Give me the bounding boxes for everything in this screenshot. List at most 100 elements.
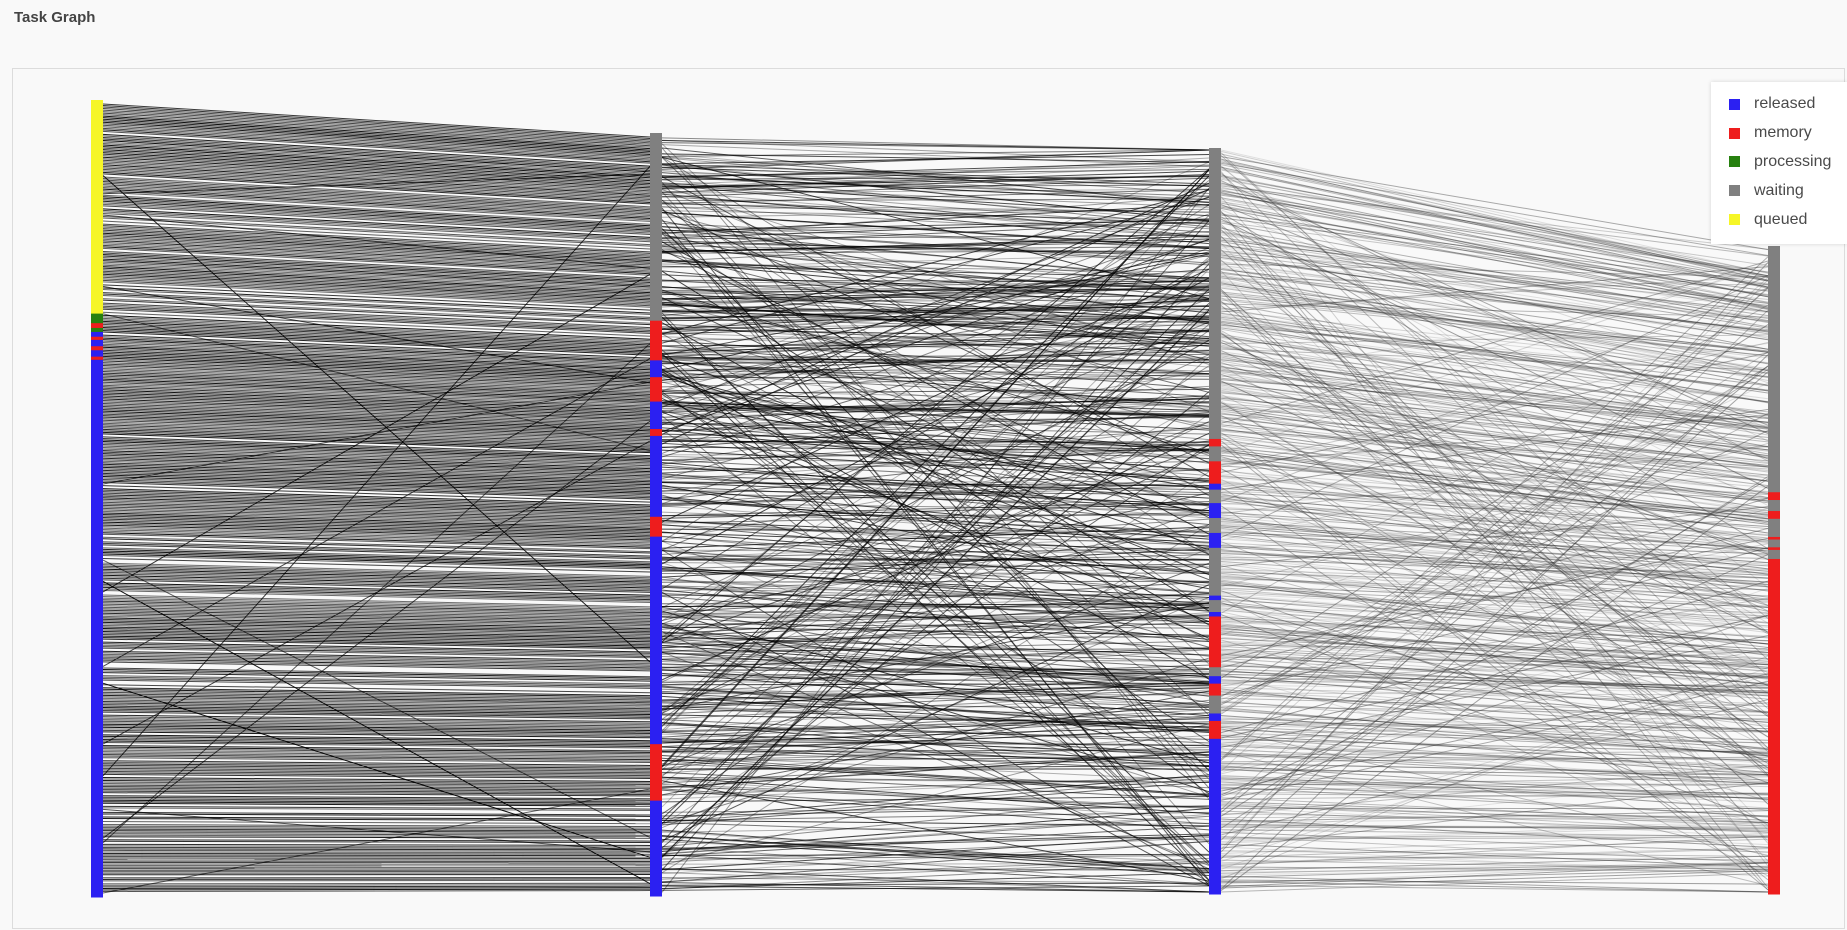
edge [102, 111, 651, 145]
edge [102, 267, 651, 295]
edge [102, 308, 651, 334]
segment-waiting[interactable] [1209, 695, 1221, 714]
segment-released[interactable] [650, 800, 662, 897]
edge [102, 769, 651, 775]
segment-released[interactable] [1209, 483, 1221, 491]
edge [102, 380, 651, 403]
segment-memory[interactable] [650, 377, 662, 403]
edge [102, 203, 651, 234]
edge [661, 728, 1210, 753]
segment-memory[interactable] [91, 323, 103, 329]
segment-memory[interactable] [1768, 536, 1780, 541]
edge [1220, 664, 1769, 694]
segment-released[interactable] [1209, 738, 1221, 895]
edge [102, 173, 651, 205]
edge [1220, 468, 1769, 764]
segment-memory[interactable] [1209, 683, 1221, 697]
edge [1220, 353, 1769, 428]
segment-waiting[interactable] [1768, 500, 1780, 512]
segment-released[interactable] [1209, 676, 1221, 685]
segment-memory[interactable] [1209, 720, 1221, 740]
segment-processing[interactable] [91, 313, 103, 324]
segment-released[interactable] [650, 360, 662, 378]
segment-released[interactable] [1209, 595, 1221, 601]
edge [1220, 521, 1769, 552]
edge [1220, 283, 1769, 353]
edge [102, 311, 651, 337]
segment-memory[interactable] [1768, 547, 1780, 551]
edge [1220, 826, 1769, 829]
edge [1220, 429, 1769, 468]
segment-waiting[interactable] [1209, 489, 1221, 504]
edge [102, 854, 651, 857]
segment-released[interactable] [1209, 532, 1221, 549]
segment-memory[interactable] [650, 744, 662, 802]
segment-waiting[interactable] [1768, 549, 1780, 560]
edge [661, 757, 1210, 796]
edge [102, 352, 651, 377]
segment-memory[interactable] [1209, 616, 1221, 668]
edge [1220, 452, 1769, 519]
edge [661, 195, 1210, 238]
segment-memory[interactable] [91, 356, 103, 361]
edge [102, 447, 651, 467]
segment-waiting[interactable] [1209, 547, 1221, 597]
edge [102, 383, 651, 406]
edge [1220, 620, 1769, 642]
segment-released[interactable] [650, 536, 662, 745]
edge [661, 855, 1210, 860]
edge [1220, 733, 1769, 744]
edge [1220, 756, 1769, 763]
segment-released[interactable] [650, 435, 662, 518]
segment-memory[interactable] [1768, 558, 1780, 895]
edge [1220, 336, 1769, 416]
segment-waiting[interactable] [1768, 539, 1780, 548]
segment-waiting[interactable] [1209, 446, 1221, 462]
segment-released[interactable] [91, 339, 103, 347]
segment-waiting[interactable] [1768, 518, 1780, 538]
segment-processing[interactable] [91, 327, 103, 333]
edge [102, 263, 651, 291]
segment-memory[interactable] [650, 320, 662, 361]
edge [661, 175, 1210, 727]
segment-queued[interactable] [91, 100, 103, 315]
segment-released[interactable] [91, 359, 103, 898]
edge [661, 524, 1210, 546]
segment-waiting[interactable] [1209, 518, 1221, 534]
page-title: Task Graph [14, 9, 96, 26]
segment-waiting[interactable] [1209, 667, 1221, 677]
segment-memory[interactable] [1209, 461, 1221, 485]
segment-waiting[interactable] [1209, 148, 1221, 440]
segment-released[interactable] [1209, 713, 1221, 722]
edge [102, 834, 651, 838]
edge [661, 414, 1210, 441]
segment-waiting[interactable] [1209, 600, 1221, 613]
segment-memory[interactable] [91, 336, 103, 341]
edge [102, 725, 651, 733]
segment-released[interactable] [91, 331, 103, 338]
edge [102, 117, 651, 151]
segment-waiting[interactable] [650, 133, 662, 322]
edge [661, 805, 1210, 813]
segment-released[interactable] [91, 350, 103, 358]
edge [102, 846, 651, 849]
edge [102, 524, 651, 541]
edge [1220, 307, 1769, 403]
segment-memory[interactable] [650, 516, 662, 538]
edge [1220, 203, 1769, 426]
segment-released[interactable] [650, 401, 662, 430]
edge [102, 179, 651, 211]
edge [661, 482, 1210, 487]
segment-memory[interactable] [1209, 438, 1221, 447]
segment-released[interactable] [1209, 503, 1221, 519]
edge [102, 752, 651, 759]
segment-memory[interactable] [1768, 511, 1780, 520]
segment-waiting[interactable] [1768, 246, 1780, 493]
segment-released[interactable] [1209, 612, 1221, 617]
segment-memory[interactable] [650, 429, 662, 437]
edge [102, 500, 651, 518]
edge [102, 541, 651, 557]
segment-memory[interactable] [91, 346, 103, 351]
segment-memory[interactable] [1768, 492, 1780, 501]
